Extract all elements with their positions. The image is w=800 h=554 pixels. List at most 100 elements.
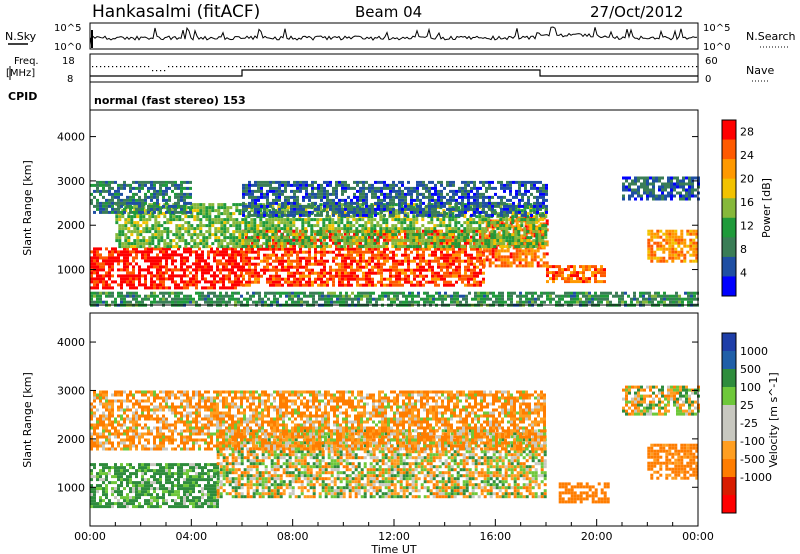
heatmap-cell [413, 207, 416, 211]
heatmap-cell [183, 280, 186, 284]
heatmap-cell [322, 242, 326, 246]
heatmap-cell [211, 233, 215, 237]
heatmap-cell [142, 221, 146, 225]
heatmap-cell [198, 259, 201, 263]
heatmap-cell [508, 224, 512, 228]
heatmap-cell [418, 236, 422, 240]
heatmap-cell [299, 250, 302, 254]
heatmap-cell [533, 258, 537, 262]
heatmap-cell [356, 265, 359, 269]
heatmap-cell [196, 227, 200, 231]
heatmap-cell [118, 230, 122, 234]
heatmap-cell [692, 244, 696, 248]
heatmap-cell [665, 232, 669, 236]
heatmap-cell [184, 245, 188, 249]
heatmap-cell [242, 189, 245, 193]
heatmap-cell [344, 189, 347, 193]
heatmap-cell [377, 256, 380, 260]
heatmap-cell [284, 280, 287, 284]
heatmap-cell [254, 207, 257, 211]
heatmap-cell [111, 195, 114, 199]
heatmap-cell [451, 242, 455, 246]
heatmap-cell [434, 183, 437, 187]
heatmap-cell [163, 227, 167, 231]
heatmap-cell [260, 274, 263, 278]
heatmap-cell [662, 244, 666, 248]
heatmap-cell [171, 280, 174, 284]
heatmap-cell [567, 265, 570, 269]
heatmap-cell [263, 204, 266, 208]
heatmap-cell [242, 204, 245, 208]
heatmap-cell [415, 221, 419, 225]
heatmap-cell [637, 176, 640, 180]
heatmap-cell [497, 252, 501, 256]
nave-dot [608, 66, 610, 68]
heatmap-cell [561, 271, 564, 275]
heatmap-cell [183, 195, 186, 199]
heatmap-cell [407, 186, 410, 190]
nave-dot [164, 70, 166, 72]
heatmap-cell [248, 283, 251, 287]
heatmap-cell [573, 274, 576, 278]
heatmap-cell [254, 262, 257, 266]
heatmap-cell [177, 253, 180, 257]
heatmap-cell [392, 262, 395, 266]
heatmap-cell [671, 247, 675, 251]
heatmap-cell [123, 256, 126, 260]
heatmap-cell [254, 250, 257, 254]
heatmap-cell [305, 268, 308, 272]
heatmap-cell [491, 201, 494, 205]
heatmap-cell [311, 195, 314, 199]
heatmap-cell [281, 204, 284, 208]
heatmap-cell [186, 280, 189, 284]
heatmap-cell [275, 247, 278, 251]
heatmap-cell [344, 262, 347, 266]
heatmap-cell [406, 227, 410, 231]
heatmap-cell [329, 232, 332, 236]
freq-trace-line [90, 69, 698, 77]
heatmap-cell [473, 274, 476, 278]
heatmap-cell [359, 186, 362, 190]
heatmap-cell [659, 235, 663, 239]
heatmap-cell [380, 198, 383, 202]
heatmap-cell [524, 201, 527, 205]
heatmap-cell [371, 189, 374, 193]
heatmap-cell [114, 192, 117, 196]
heatmap-cell [359, 253, 362, 257]
heatmap-cell [383, 262, 386, 266]
heatmap-cell [96, 280, 99, 284]
heatmap-cell [139, 230, 143, 234]
heatmap-cell [394, 203, 398, 207]
heatmap-cell [347, 250, 350, 254]
heatmap-cell [307, 203, 311, 207]
heatmap-cell [234, 256, 237, 260]
heatmap-cell [449, 262, 452, 266]
heatmap-cell [428, 232, 431, 236]
heatmap-cell [400, 224, 404, 228]
heatmap-cell [628, 185, 631, 189]
heatmap-cell [464, 247, 467, 251]
heatmap-cell [129, 262, 132, 266]
heatmap-cell [251, 198, 254, 202]
heatmap-cell [512, 258, 516, 262]
heatmap-cell [201, 259, 204, 263]
heatmap-cell [247, 224, 251, 228]
heatmap-cell [202, 215, 206, 219]
heatmap-cell [579, 265, 582, 269]
heatmap-cell [287, 213, 290, 217]
heatmap-cell [132, 210, 135, 214]
heatmap-cell [392, 186, 395, 190]
heatmap-cell [470, 189, 473, 193]
heatmap-cell [114, 250, 117, 254]
heatmap-cell [329, 207, 332, 211]
heatmap-cell [478, 227, 482, 231]
heatmap-cell [341, 235, 344, 239]
heatmap-cell [262, 233, 266, 237]
heatmap-cell [299, 256, 302, 260]
nsearch-label: N.Search [746, 30, 796, 43]
heatmap-cell [398, 186, 401, 190]
heatmap-cell [269, 283, 272, 287]
heatmap-cell [304, 209, 308, 213]
heatmap-cell [404, 241, 407, 245]
heatmap-cell [506, 213, 509, 217]
